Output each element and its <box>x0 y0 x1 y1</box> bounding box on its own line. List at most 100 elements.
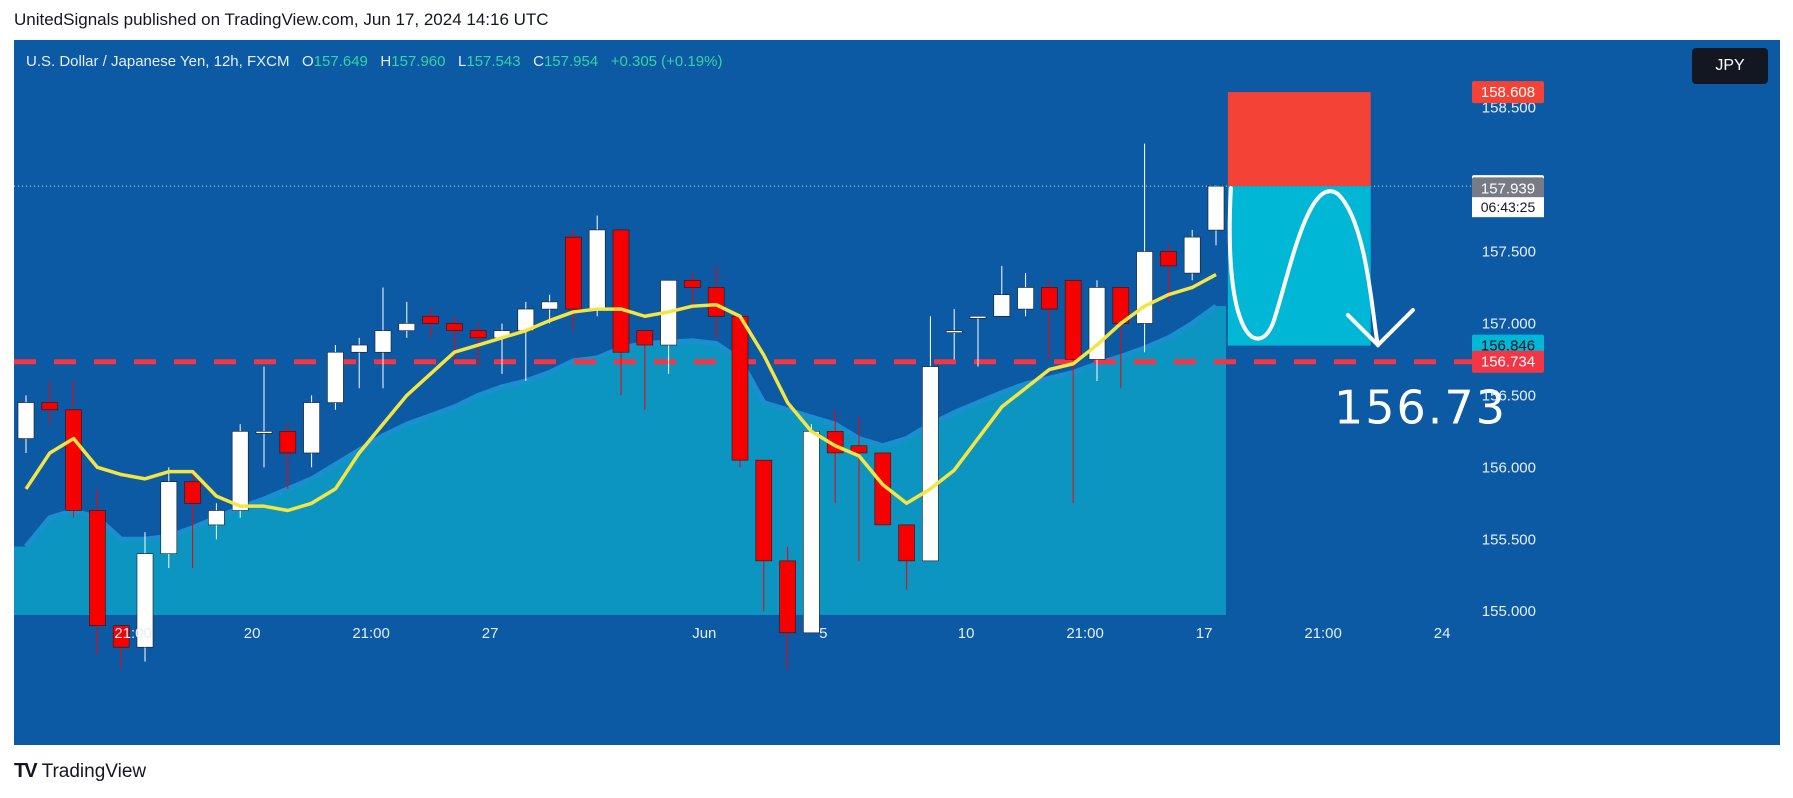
price-label-box <box>1472 81 1544 104</box>
candle-body <box>398 323 416 331</box>
x-tick-label: 17 <box>1196 625 1213 642</box>
candle <box>993 265 1011 317</box>
candle <box>41 381 59 425</box>
candle <box>707 265 725 338</box>
candle-body <box>541 301 558 310</box>
candle <box>945 309 963 360</box>
candle <box>779 546 796 669</box>
x-tick-label: 24 <box>1434 625 1451 642</box>
candle-body <box>1136 251 1153 324</box>
candle-body <box>945 330 963 333</box>
price-label: 157.939 <box>1472 177 1544 200</box>
countdown-text: 06:43:25 <box>1481 199 1536 215</box>
y-tick-label: 157.000 <box>1482 315 1536 332</box>
x-tick-label: Jun <box>692 625 716 642</box>
candle-body <box>374 330 392 353</box>
candle <box>1160 244 1177 302</box>
price-label-text: 158.608 <box>1481 84 1535 101</box>
candle-body <box>731 315 749 461</box>
candle <box>898 524 915 590</box>
candle <box>1064 279 1082 504</box>
candle-body <box>255 431 273 434</box>
candle <box>684 273 701 310</box>
candle-body <box>160 481 178 554</box>
stop-zone <box>1227 92 1371 187</box>
candle-body <box>279 431 297 454</box>
x-tick-label: 20 <box>244 625 261 642</box>
candle <box>398 301 416 338</box>
currency-button[interactable]: JPY <box>1692 48 1768 84</box>
publish-header: UnitedSignals published on TradingView.c… <box>14 10 549 29</box>
x-axis: 21:00 20 21:00 27 Jun 5 10 21:00 17 21:00 24 <box>114 625 1450 642</box>
candle-body <box>89 510 106 626</box>
candle-body <box>993 294 1011 317</box>
open-label: O <box>302 53 314 70</box>
candle-body <box>350 344 368 353</box>
candle <box>303 395 320 468</box>
low-label: L <box>458 53 467 70</box>
candle-body <box>1183 236 1201 274</box>
high-value: 157.960 <box>391 53 446 70</box>
candle-body <box>184 481 201 504</box>
candle <box>89 488 106 655</box>
ema-layer <box>24 272 1217 513</box>
forecast-arrow <box>1345 308 1415 348</box>
candle-body <box>136 553 154 648</box>
footer-brand[interactable]: TV TradingView <box>14 760 146 783</box>
candle-body <box>779 560 796 634</box>
candle <box>874 452 892 526</box>
chart-area[interactable]: 156.73 21:00 20 21:00 27 Jun 5 10 21:00 17 21:00 2… <box>14 40 1780 745</box>
open-value: 157.649 <box>313 53 368 70</box>
candle <box>612 229 630 396</box>
candle-body <box>1160 251 1177 267</box>
chart-canvas[interactable]: 156.73 21:00 20 21:00 27 Jun 5 10 21:00 17 21:00 2… <box>14 40 1780 745</box>
candle <box>136 532 154 662</box>
candle <box>1017 273 1034 317</box>
candle <box>1136 143 1153 353</box>
y-tick-label: 156.500 <box>1482 387 1536 404</box>
candle <box>755 459 773 612</box>
candle <box>969 315 987 367</box>
x-tick-label: 21:00 <box>352 625 390 642</box>
candle <box>374 287 392 389</box>
x-tick-label: 21:00 <box>1304 625 1342 642</box>
candle <box>279 424 297 489</box>
x-tick-label: 27 <box>482 625 499 642</box>
countdown-box <box>1472 197 1544 218</box>
candle-body <box>469 330 487 339</box>
candle <box>65 381 82 518</box>
candle-body <box>565 236 582 310</box>
time-axis-strip <box>14 615 1780 745</box>
candle-body <box>208 510 225 526</box>
candle-body <box>1041 287 1058 310</box>
y-tick-label: 158.500 <box>1482 100 1536 117</box>
candle-body <box>850 445 868 454</box>
candle-body <box>1017 287 1034 310</box>
candle <box>1041 280 1058 360</box>
candle <box>565 229 582 331</box>
brand-name: TradingView <box>41 760 147 782</box>
symbol-name: U.S. Dollar / Japanese Yen, 12h, FXCM <box>26 53 290 70</box>
candle-body <box>422 315 439 324</box>
candle-body <box>588 229 606 310</box>
candle <box>493 323 511 374</box>
candle-body <box>898 524 915 562</box>
symbol-legend[interactable]: U.S. Dollar / Japanese Yen, 12h, FXCM O1… <box>26 53 722 70</box>
high-label: H <box>380 53 392 70</box>
candle <box>922 316 939 562</box>
candle <box>517 301 535 382</box>
price-label-box <box>1472 177 1544 200</box>
ema-line <box>24 272 1217 513</box>
tradingview-logo-icon: TV <box>14 760 38 782</box>
grid-layer <box>14 185 1780 745</box>
candle-body <box>231 431 249 511</box>
forecast-curve <box>1227 186 1380 348</box>
candle-body <box>707 287 725 317</box>
candle <box>231 424 249 518</box>
candle <box>636 330 654 410</box>
close-value: 157.954 <box>543 53 599 70</box>
candle-body <box>446 323 463 331</box>
price-label-text: 156.846 <box>1481 338 1535 355</box>
target-zone <box>1227 186 1371 346</box>
candle <box>1207 185 1225 246</box>
